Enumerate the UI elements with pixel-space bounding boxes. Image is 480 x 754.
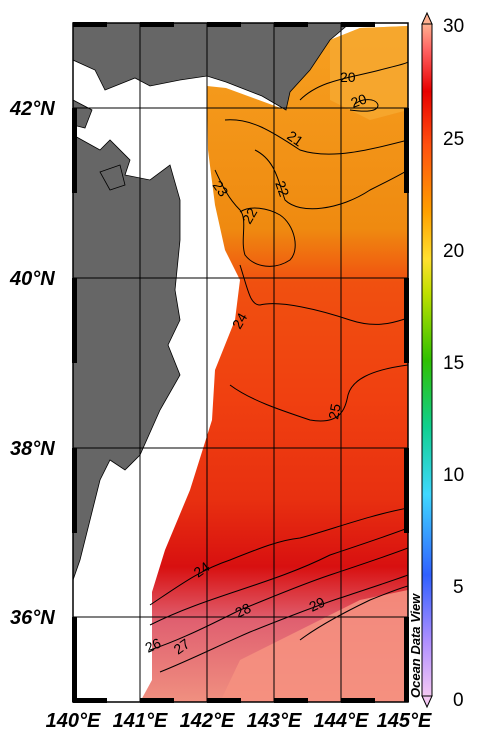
hokkaido-land xyxy=(73,23,351,111)
contour-label: 28 xyxy=(233,600,254,621)
lat-label: 42°N xyxy=(9,98,55,120)
colorbar-top-arrow xyxy=(421,11,433,25)
lon-label: 144°E xyxy=(314,710,369,732)
colorbar-bottom-arrow xyxy=(421,695,433,709)
colorbar-tick-label: 30 xyxy=(443,16,464,37)
peninsula-land xyxy=(99,164,126,191)
contour-label: 20 xyxy=(340,69,356,85)
lon-label: 143°E xyxy=(247,710,302,732)
graticule xyxy=(73,23,408,702)
colorbar-tick-label: 10 xyxy=(443,465,464,486)
lon-label: 141°E xyxy=(113,710,168,732)
colorbar-tick-label: 25 xyxy=(443,129,464,150)
colorbar-tick-label: 20 xyxy=(443,241,464,262)
contour-label: 22 xyxy=(239,205,261,227)
northern-land-strip xyxy=(73,99,93,129)
lat-label: 40°N xyxy=(9,268,55,290)
contour-label: 25 xyxy=(325,402,343,420)
lon-label: 142°E xyxy=(180,710,235,732)
contour-label: 29 xyxy=(307,594,328,615)
contour-label: 26 xyxy=(143,635,164,656)
colorbar-tick-label: 5 xyxy=(453,577,464,598)
ocean-data-view-watermark: Ocean Data View xyxy=(408,593,423,698)
lat-label: 38°N xyxy=(10,438,55,460)
colorbar: 30 25 20 15 10 5 0 xyxy=(421,11,464,711)
lon-label: 145°E xyxy=(377,710,432,732)
colorbar-tick-label: 15 xyxy=(443,353,464,374)
lat-label: 36°N xyxy=(10,607,55,629)
warm-water-patch xyxy=(220,590,408,702)
isotherm-contours xyxy=(149,61,408,673)
honshu-land xyxy=(73,134,181,581)
colorbar-gradient xyxy=(421,23,433,697)
lon-label: 140°E xyxy=(46,710,101,732)
contour-label: 22 xyxy=(272,179,292,199)
contour-label: 24 xyxy=(229,310,251,332)
map-frame xyxy=(72,22,409,703)
colorbar-tick-label: 0 xyxy=(453,690,464,711)
contour-label: 20 xyxy=(349,90,369,110)
